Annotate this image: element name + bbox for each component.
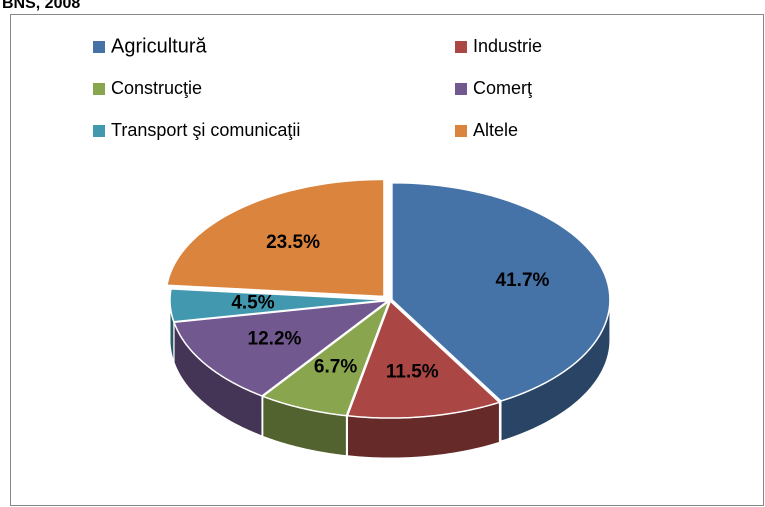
legend-swatch (93, 41, 105, 53)
legend-swatch (93, 125, 105, 137)
legend-swatch (455, 41, 467, 53)
legend-label: Industrie (473, 36, 542, 56)
slice (173, 299, 391, 397)
slice (391, 181, 611, 402)
data-label: 12.2% (248, 329, 302, 350)
data-label: 4.5% (231, 292, 274, 313)
data-label: 6.7% (314, 357, 357, 378)
slice (261, 298, 391, 417)
data-label: 23.5% (266, 232, 320, 253)
data-label: 41.7% (496, 270, 550, 291)
legend-label: Agricultură (111, 35, 207, 57)
legend-swatch (93, 83, 105, 95)
legend-label: Construcţie (111, 78, 202, 98)
slice (169, 288, 389, 323)
legend-swatch (455, 83, 467, 95)
slice (166, 178, 385, 298)
slice (346, 299, 501, 419)
legend-label: Comerţ (473, 78, 532, 98)
legend-swatch (455, 125, 467, 137)
data-label: 11.5% (386, 362, 439, 383)
chart-title: BNS, 2008 (2, 0, 80, 12)
legend-label: Altele (473, 120, 518, 140)
legend-label: Transport şi comunicaţii (111, 120, 300, 140)
